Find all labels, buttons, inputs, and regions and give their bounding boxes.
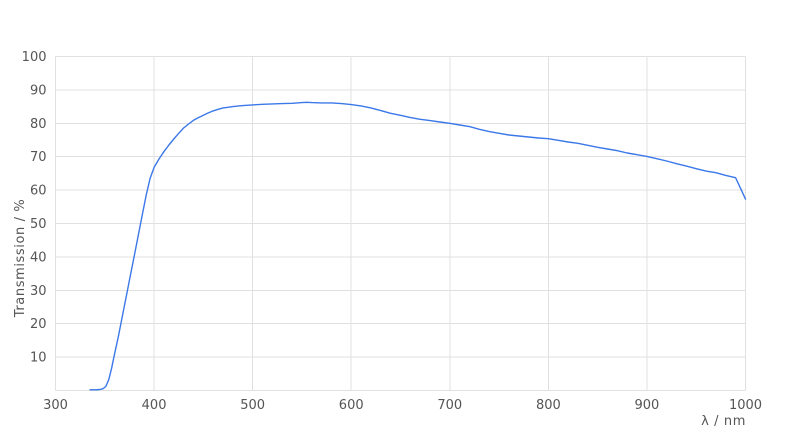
y-axis-title: Transmission / % — [13, 199, 28, 319]
data-series — [89, 101, 747, 391]
x-axis-title: λ / nm — [701, 414, 746, 429]
x-tick-label: 1000 — [729, 398, 762, 413]
y-tick-label: 40 — [30, 250, 47, 265]
axis-tick-labels: 10 20 30 40 50 60 70 80 90 100 300 400 500 600 700 800 9… — [22, 50, 762, 413]
y-tick-label: 80 — [30, 117, 47, 132]
y-tick-label: 10 — [30, 351, 47, 366]
y-tick-label: 90 — [30, 83, 47, 98]
x-tick-label: 700 — [437, 398, 462, 413]
x-tick-label: 400 — [142, 398, 167, 413]
y-tick-label: 50 — [30, 217, 47, 232]
x-tick-label: 800 — [536, 398, 561, 413]
y-tick-label: 20 — [30, 317, 47, 332]
y-tick-label: 70 — [30, 150, 47, 165]
x-tick-label: 500 — [240, 398, 265, 413]
x-tick-label: 600 — [339, 398, 364, 413]
y-tick-label: 100 — [22, 50, 47, 65]
transmission-curve — [89, 101, 747, 391]
y-tick-label: 30 — [30, 284, 47, 299]
y-tick-label: 60 — [30, 184, 47, 199]
gridlines — [55, 56, 746, 391]
x-tick-label: 900 — [635, 398, 660, 413]
x-tick-label: 300 — [43, 398, 68, 413]
